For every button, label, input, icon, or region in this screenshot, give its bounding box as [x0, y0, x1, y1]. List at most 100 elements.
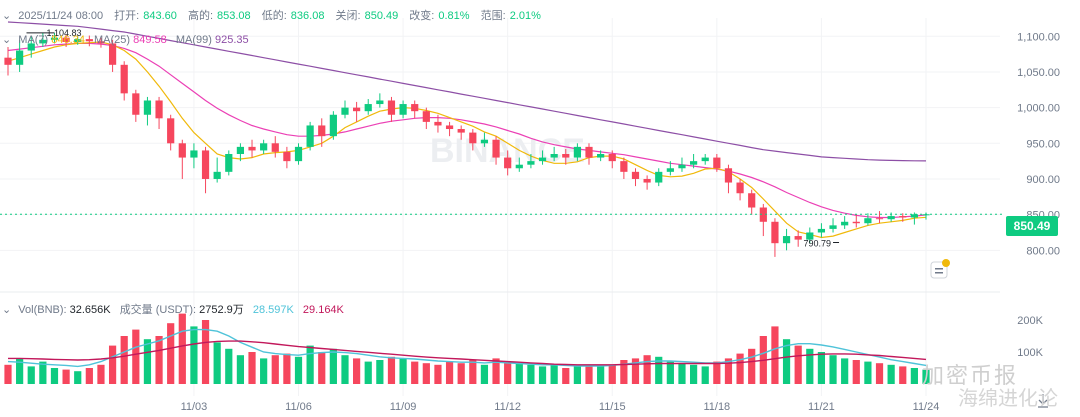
open-value: 843.60	[143, 10, 177, 22]
volume-bar	[143, 339, 152, 384]
candle-body	[62, 37, 70, 42]
volume-bar	[899, 366, 907, 384]
price-axis: 800.00850.00900.00950.001,000.001,050.00…	[1017, 31, 1060, 257]
candle-body	[794, 236, 802, 240]
candle-body	[85, 39, 93, 42]
candle-body	[480, 139, 489, 144]
candle-body	[562, 154, 570, 158]
ma7-value: 846.34	[51, 34, 85, 46]
volume-bar	[248, 352, 256, 384]
candle-body	[4, 57, 12, 65]
range-value: 2.01%	[509, 10, 541, 22]
volume-bar	[318, 352, 326, 384]
candle-body	[492, 139, 500, 158]
volume-bar	[434, 364, 442, 384]
candle-body	[620, 161, 628, 172]
volume-bar	[550, 364, 558, 384]
candle-body	[201, 150, 210, 179]
high-annotation: 1,104.83	[46, 28, 81, 38]
candle-body	[306, 125, 314, 147]
candle-date: 2025/11/24 08:00	[18, 10, 104, 22]
volume-bar	[597, 366, 605, 384]
volume-bar	[492, 358, 500, 384]
candle-body	[678, 164, 686, 169]
volume-bar	[260, 358, 268, 384]
candle-body	[318, 125, 326, 137]
ma7-label: MA(7)	[18, 34, 49, 46]
candle-body	[887, 216, 895, 220]
candle-body	[27, 43, 35, 51]
candle-body	[248, 146, 256, 151]
candle-body	[666, 168, 674, 172]
vol-amount-label: 成交量 (USDT):	[119, 304, 197, 316]
volume-bar	[213, 342, 221, 384]
download-icon[interactable]	[1038, 394, 1048, 408]
open-label: 打开:	[114, 10, 140, 22]
candle-body	[50, 37, 59, 40]
candle-body	[399, 104, 407, 115]
candle-body	[445, 125, 454, 130]
volume-bar	[39, 361, 47, 384]
time-tick-label: 11/09	[390, 401, 417, 413]
scroll-to-latest-button[interactable]	[930, 259, 950, 279]
volume-bar	[713, 361, 721, 384]
candle-body	[469, 132, 477, 144]
candle-body	[585, 146, 593, 158]
volume-bar	[132, 329, 140, 384]
low-label: 低的:	[261, 10, 287, 22]
watermark-account: 加密币报	[922, 363, 1019, 388]
candlesticks	[4, 32, 930, 257]
volume-bar	[829, 355, 837, 384]
ma99-label: MA(99)	[175, 34, 212, 46]
close-label: 关闭:	[335, 10, 361, 22]
price-tick-label: 800.00	[1026, 245, 1060, 257]
volume-ma1-line	[7, 328, 927, 368]
candle-body	[713, 157, 721, 169]
ma-legend: ⌄ MA(7) 846.34 MA(25) 849.58 MA(99) 925.…	[2, 33, 249, 46]
candle-body	[434, 121, 442, 126]
volume-bar	[50, 368, 59, 384]
volume-bar	[445, 361, 454, 384]
candle-body	[759, 207, 767, 222]
candle-body	[527, 161, 535, 165]
volume-bar	[4, 364, 12, 384]
candle-body	[422, 111, 430, 122]
price-tick-label: 1,050.00	[1017, 67, 1060, 79]
volume-bar	[643, 355, 651, 384]
volume-bar	[922, 369, 930, 384]
candle-body	[143, 100, 152, 115]
close-value: 850.49	[364, 10, 399, 22]
candle-body	[689, 161, 698, 165]
volume-bars	[4, 313, 930, 384]
time-tick-label: 11/24	[913, 401, 940, 413]
volume-bar	[376, 360, 384, 384]
change-label: 改变:	[409, 10, 435, 22]
volume-bar	[294, 356, 303, 384]
chevron-down-icon[interactable]: ⌄	[2, 10, 12, 22]
low-annotation: 790.79	[804, 238, 832, 248]
volume-bar	[16, 358, 24, 384]
volume-bar	[887, 364, 895, 384]
volume-bar	[120, 336, 128, 384]
price-annotations: 1,104.83 790.79	[26, 28, 840, 248]
volume-bar	[852, 360, 860, 384]
volume-bar	[608, 364, 616, 384]
candle-body	[643, 178, 651, 183]
candle-body	[341, 107, 349, 115]
candle-body	[387, 100, 396, 115]
vol-ma1-value: 28.597K	[252, 304, 294, 316]
chevron-down-icon[interactable]: ⌄	[2, 34, 12, 46]
volume-bar	[271, 355, 279, 384]
volume-bar	[538, 366, 547, 384]
volume-bar	[817, 352, 826, 384]
ma7-line	[7, 41, 927, 239]
volume-bar	[689, 364, 698, 384]
price-tick-label: 1,000.00	[1017, 103, 1060, 115]
candle-body	[782, 236, 791, 244]
candle-body	[178, 143, 186, 158]
chevron-down-icon[interactable]: ⌄	[2, 304, 12, 316]
candle-body	[39, 39, 47, 44]
volume-bar	[108, 345, 117, 384]
candle-body	[724, 168, 733, 183]
